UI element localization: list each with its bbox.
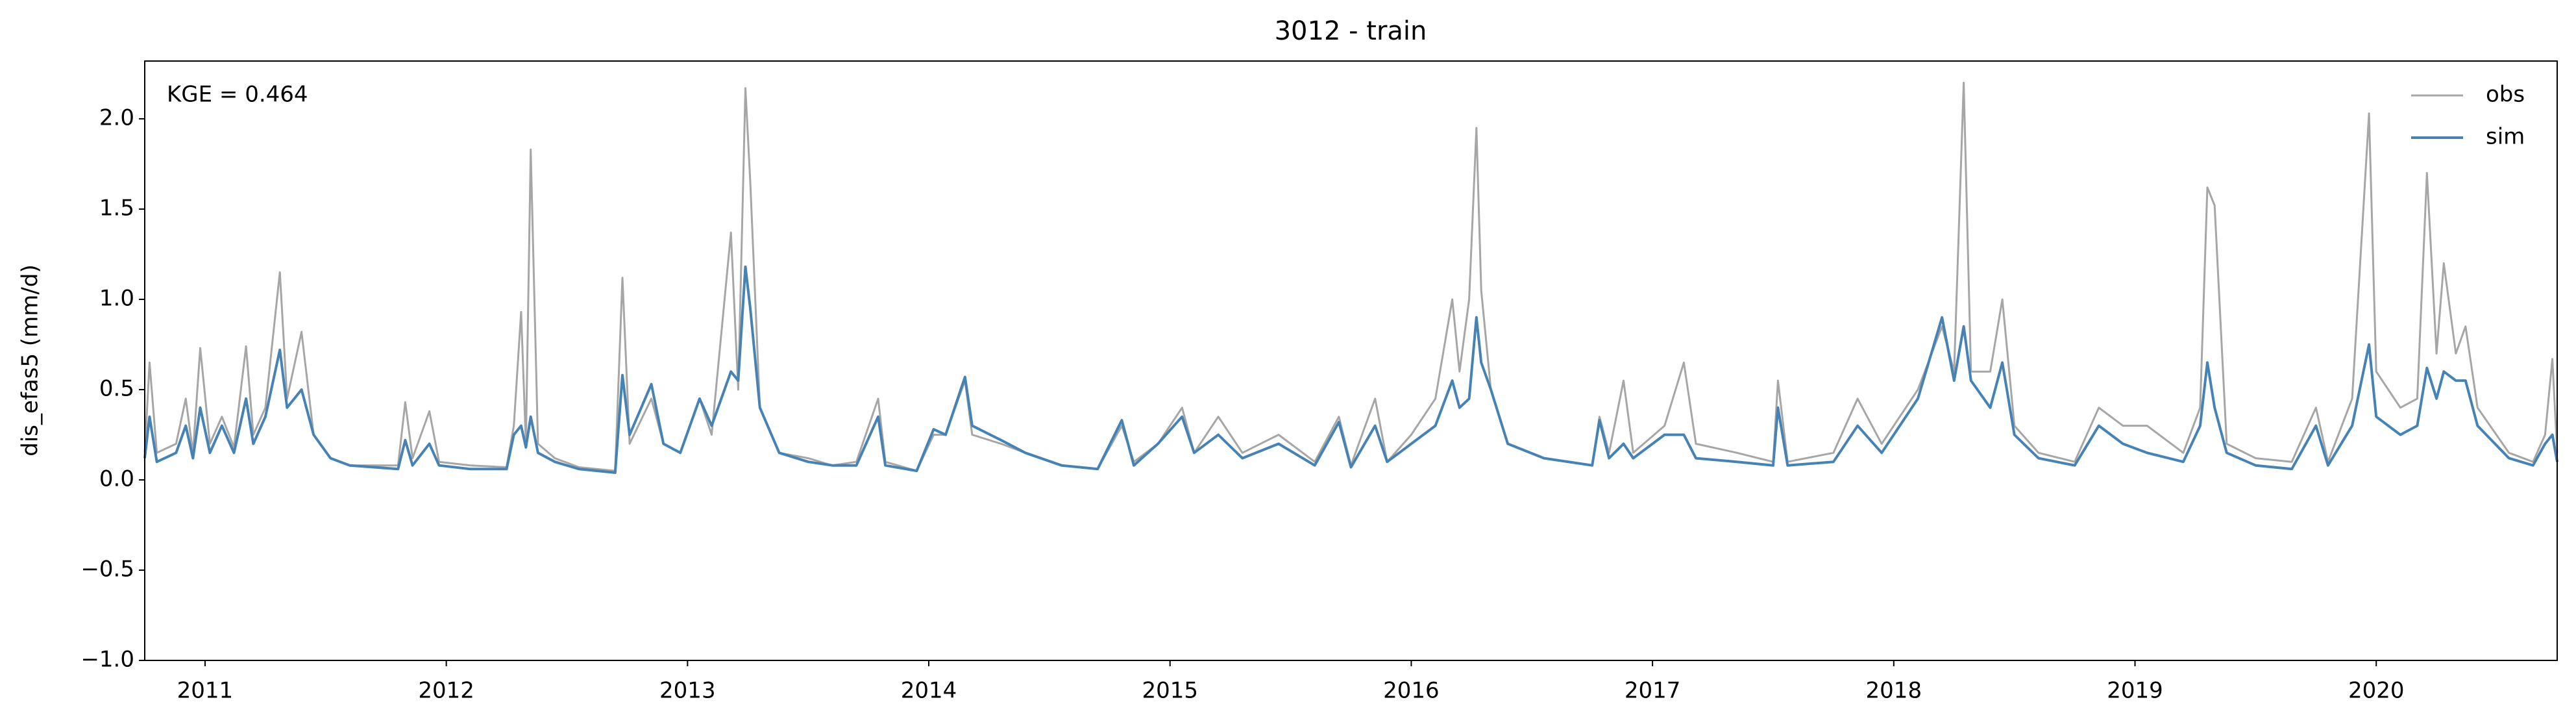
- y-tick-label: −0.5: [80, 556, 134, 582]
- y-axis-label: dis_efas5 (mm/d): [18, 264, 43, 456]
- x-tick-label: 2020: [2348, 678, 2405, 704]
- x-tick-label: 2018: [1866, 678, 1922, 704]
- x-tick-label: 2013: [659, 678, 716, 704]
- y-tick-label: 1.5: [99, 195, 134, 221]
- x-tick-label: 2016: [1383, 678, 1440, 704]
- x-tick-label: 2015: [1142, 678, 1198, 704]
- x-tick-label: 2019: [2107, 678, 2163, 704]
- y-tick-label: 0.5: [99, 375, 134, 401]
- line-sim: [143, 265, 2558, 474]
- plot-frame: [144, 60, 2558, 661]
- x-tick-label: 2011: [177, 678, 234, 704]
- y-tick-label: 2.0: [99, 105, 134, 131]
- y-tick-label: 0.0: [99, 466, 134, 492]
- line-obs: [143, 81, 2558, 472]
- legend-label: sim: [2486, 124, 2525, 150]
- legend-label: obs: [2486, 82, 2525, 108]
- chart-title: 3012 - train: [1275, 16, 1427, 46]
- x-tick-label: 2014: [901, 678, 957, 704]
- y-tick-label: 1.0: [99, 285, 134, 311]
- x-tick-label: 2012: [418, 678, 474, 704]
- y-tick-label: −1.0: [80, 647, 134, 673]
- x-tick-label: 2017: [1625, 678, 1681, 704]
- annotation: KGE = 0.464: [167, 82, 308, 108]
